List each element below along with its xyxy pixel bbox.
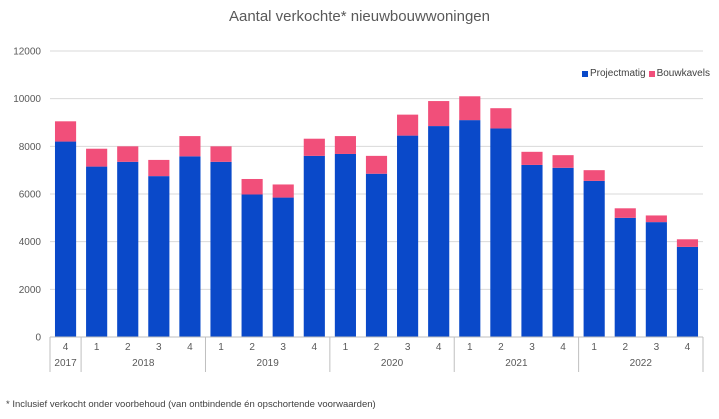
bar-projectmatig [148,176,170,337]
y-tick-label: 8000 [19,142,42,153]
footnote: * Inclusief verkocht onder voorbehoud (v… [6,399,376,410]
bar-projectmatig [521,164,543,337]
bar-projectmatig [645,222,667,337]
bar-projectmatig [583,180,605,337]
x-tick-label-year: 2020 [381,358,404,369]
bar-projectmatig [334,153,356,337]
x-tick-label-quarter: 4 [436,342,442,353]
x-tick-label-quarter: 3 [529,342,535,353]
bar-bouwkavels [86,148,108,167]
bar-bouwkavels [210,146,232,162]
bar-bouwkavels [397,114,419,136]
y-tick-label: 2000 [19,285,42,296]
x-tick-label-quarter: 3 [156,342,162,353]
bar-bouwkavels [521,151,543,165]
bar-projectmatig [117,161,139,337]
x-tick-label-quarter: 2 [622,342,628,353]
legend-swatch-bouwkavels [648,70,655,77]
x-tick-label-year: 2021 [505,358,528,369]
bar-bouwkavels [552,155,574,168]
bar-bouwkavels [148,159,170,177]
bar-projectmatig [614,217,636,337]
y-tick-label: 10000 [13,94,41,105]
bar-bouwkavels [334,136,356,154]
bar-bouwkavels [676,239,699,247]
bar-bouwkavels [117,146,139,162]
bar-projectmatig [54,141,77,337]
bar-projectmatig [210,161,232,337]
bar-bouwkavels [365,155,388,174]
y-tick-label: 4000 [19,237,42,248]
legend-swatch-projectmatig [582,70,588,77]
x-tick-label-quarter: 4 [63,342,69,353]
bar-bouwkavels [303,138,325,156]
x-tick-label-quarter: 3 [280,342,286,353]
x-tick-label-quarter: 4 [187,342,193,353]
bar-bouwkavels [241,178,263,195]
bar-projectmatig [552,167,574,337]
y-tick-label: 6000 [19,190,42,201]
bar-projectmatig [397,135,419,337]
bar-projectmatig [459,120,481,337]
legend-label-bouwkavels: Bouwkavels [656,68,710,79]
y-tick-label: 12000 [13,47,41,58]
bar-bouwkavels [54,121,77,142]
x-tick-label-quarter: 4 [685,342,691,353]
x-tick-label-year: 2017 [54,358,77,369]
bar-projectmatig [676,246,699,337]
x-tick-label-quarter: 1 [467,342,473,353]
legend: Projectmatig Bouwkavels [582,68,713,79]
bar-projectmatig [272,197,294,337]
x-tick-label-quarter: 2 [498,342,504,353]
bar-projectmatig [365,173,388,337]
bar-bouwkavels [179,136,201,157]
x-tick-label-year: 2018 [132,358,155,369]
bar-bouwkavels [459,96,481,121]
bar-projectmatig [490,128,512,337]
x-tick-label-quarter: 4 [312,342,318,353]
x-tick-label-quarter: 4 [560,342,566,353]
bar-bouwkavels [645,215,667,223]
chart-title: Aantal verkochte* nieuwbouwwoningen [228,8,490,25]
x-tick-label-quarter: 2 [249,342,255,353]
x-tick-label-quarter: 3 [654,342,660,353]
legend-item-bouwkavels: Bouwkavels [648,68,710,79]
x-tick-label-quarter: 3 [405,342,411,353]
legend-item-projectmatig: Projectmatig [582,68,646,79]
bar-projectmatig [303,155,325,337]
bar-bouwkavels [272,184,294,198]
bar-projectmatig [241,194,263,337]
bar-projectmatig [428,126,450,337]
x-tick-label-year: 2022 [630,358,653,369]
bar-bouwkavels [490,108,512,129]
bar-projectmatig [86,166,108,337]
bar-bouwkavels [428,101,450,127]
bar-projectmatig [179,156,201,337]
bar-bouwkavels [614,208,636,218]
x-tick-label-quarter: 1 [94,342,100,353]
bar-bouwkavels [583,170,605,181]
x-tick-label-quarter: 1 [591,342,597,353]
x-tick-label-quarter: 2 [374,342,380,353]
x-tick-label-quarter: 1 [218,342,224,353]
x-tick-label-quarter: 1 [343,342,349,353]
x-tick-label-quarter: 2 [125,342,131,353]
y-tick-label: 0 [35,333,41,344]
legend-label-projectmatig: Projectmatig [590,68,646,79]
x-tick-label-year: 2019 [257,358,280,369]
